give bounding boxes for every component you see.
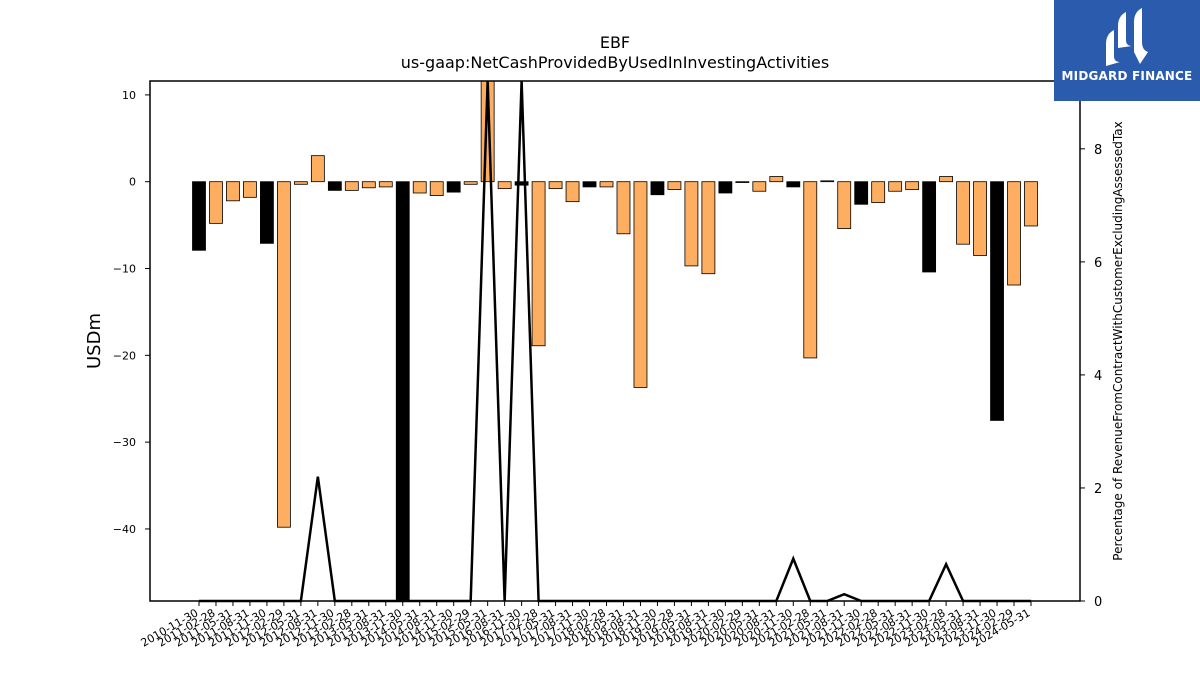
- chart-title: EBF: [599, 33, 631, 52]
- bar-2021-11-30: [854, 181, 869, 205]
- bar-2018-05-31: [616, 181, 631, 235]
- bar-2012-02-29: [276, 181, 291, 528]
- bar-2021-08-31: [837, 181, 852, 229]
- y-tick-label: 10: [122, 89, 136, 102]
- y2-tick-label: 6: [1094, 256, 1102, 271]
- bar-2010-11-30: [192, 181, 206, 251]
- bar-2019-08-31: [701, 181, 716, 275]
- bar-2017-08-31: [565, 181, 580, 203]
- bar-2018-11-30: [650, 181, 665, 196]
- plot-frame: [149, 80, 1081, 602]
- logo-text: MIDGARD FINANCE: [1061, 69, 1193, 83]
- y-tick-label: −10: [113, 263, 136, 276]
- bar-2013-08-31: [378, 181, 393, 188]
- bar-2023-11-30: [990, 181, 1004, 421]
- bar-2021-05-31: [820, 180, 835, 183]
- bar-2014-08-31: [429, 181, 444, 196]
- bar-2024-05-31: [1024, 181, 1038, 227]
- bar-2013-11-30: [395, 181, 410, 602]
- bar-2018-08-31: [633, 181, 648, 388]
- bar-2019-11-30: [718, 181, 733, 194]
- bar-2019-02-28: [667, 181, 682, 190]
- y2-axis-label: Percentage of RevenueFromContractWithCus…: [1111, 121, 1125, 560]
- midgard-finance-logo: MIDGARD FINANCE: [1054, 0, 1200, 101]
- bar-2022-05-31: [888, 181, 903, 192]
- y2-tick-label: 4: [1094, 369, 1102, 384]
- bar-2017-05-31: [548, 181, 563, 190]
- bar-2018-02-28: [599, 181, 614, 188]
- midgard-logo-mark-icon: [1106, 8, 1148, 66]
- bar-2016-08-31: [497, 181, 512, 190]
- bar-2024-02-29: [1007, 181, 1021, 286]
- bar-2015-02-29: [463, 181, 478, 185]
- bar-2019-05-31: [684, 181, 699, 267]
- y-axis-label: USDm: [84, 313, 105, 369]
- bar-2012-05-31: [293, 181, 308, 185]
- y2-tick-label: 0: [1094, 595, 1102, 610]
- bar-2012-11-30: [327, 181, 342, 191]
- bar-2020-08-31: [769, 176, 784, 183]
- bar-2023-08-31: [973, 181, 987, 256]
- bar-2016-11-30: [514, 181, 529, 186]
- y-tick-label: −20: [113, 349, 136, 362]
- y-tick-label: −30: [113, 436, 136, 449]
- bar-2013-05-31: [361, 181, 376, 189]
- bar-2014-11-30: [446, 181, 461, 193]
- y2-tick-label: 8: [1094, 143, 1102, 158]
- bar-2022-11-30: [922, 181, 937, 273]
- y-tick-label: 0: [129, 176, 136, 189]
- bar-2013-02-28: [344, 181, 359, 191]
- bar-2012-08-31: [310, 155, 325, 183]
- bar-2011-05-31: [226, 181, 240, 202]
- bar-2011-11-30: [260, 181, 274, 244]
- bar-2023-05-31: [956, 181, 970, 245]
- bar-2017-11-30: [582, 181, 597, 188]
- bar-2017-02-28: [531, 181, 546, 347]
- y2-tick-label: 2: [1094, 482, 1102, 497]
- bar-2014-05-31: [412, 181, 427, 194]
- bar-2021-02-28: [803, 181, 818, 359]
- bar-2011-02-28: [209, 181, 223, 224]
- bar-2020-11-30: [786, 181, 801, 188]
- bar-2020-05-31: [752, 181, 767, 192]
- bar-2020-02-29: [735, 181, 750, 183]
- bar-2023-02-28: [939, 176, 953, 183]
- chart-subtitle: us-gaap:NetCashProvidedByUsedInInvesting…: [400, 53, 830, 72]
- y-tick-label: −40: [113, 523, 136, 536]
- bar-2022-08-31: [905, 181, 920, 190]
- bar-2022-02-28: [871, 181, 886, 203]
- bar-2011-08-31: [243, 181, 257, 198]
